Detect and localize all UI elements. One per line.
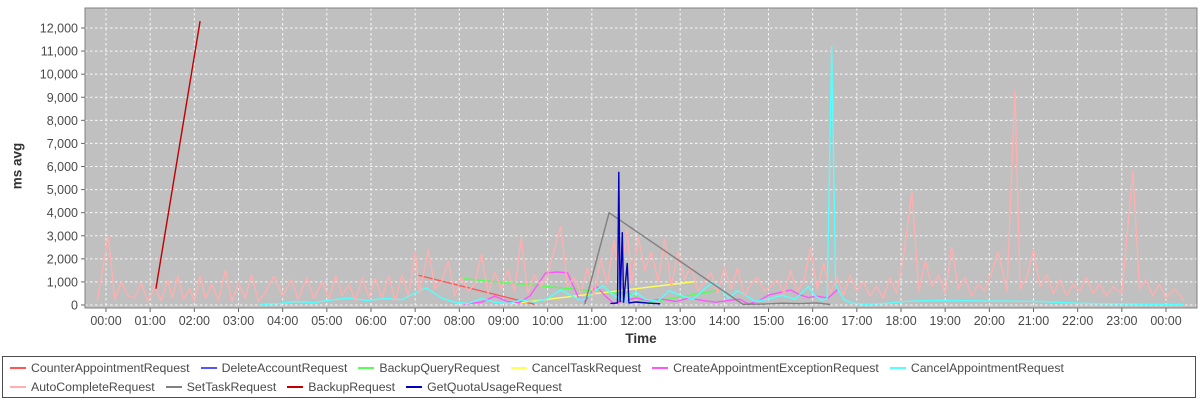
x-tick-label: 20:00 [974, 314, 1005, 328]
x-tick-label: 23:00 [1106, 314, 1137, 328]
legend-label: CancelTaskRequest [531, 360, 642, 375]
y-tick-label: 3,000 [47, 229, 78, 243]
x-tick-label: 01:00 [135, 314, 166, 328]
x-tick-label: 18:00 [885, 314, 916, 328]
plot-border [84, 7, 1198, 309]
x-axis-title: Time [625, 331, 657, 346]
legend: CounterAppointmentRequest DeleteAccountRe… [2, 356, 1196, 398]
y-tick-label: 0 [71, 299, 78, 313]
legend-item-GetQuotaUsageRequest: GetQuotaUsageRequest [406, 380, 562, 394]
y-tick-label: 1,000 [47, 275, 78, 289]
y-tick-label: 10,000 [40, 68, 78, 82]
x-tick-label: 03:00 [223, 314, 254, 328]
x-tick-label: 12:00 [620, 314, 651, 328]
y-tick-label: 2,000 [47, 252, 78, 266]
x-tick-label: 14:00 [709, 314, 740, 328]
series-line-CreateAppointmentExceptionRequest [463, 271, 839, 305]
x-tick-label: 15:00 [753, 314, 784, 328]
legend-label: DeleteAccountRequest [221, 360, 348, 375]
y-tick-label: 9,000 [47, 91, 78, 105]
y-tick-label: 5,000 [47, 183, 78, 197]
legend-label: SetTaskRequest [186, 379, 277, 394]
x-tick-label: 21:00 [1018, 314, 1049, 328]
legend-swatch-SetTaskRequest [165, 385, 182, 388]
legend-label: GetQuotaUsageRequest [427, 379, 562, 394]
legend-item-BackupRequest: BackupRequest [287, 380, 395, 394]
y-tick-label: 12,000 [40, 22, 78, 36]
legend-row-2: AutoCompleteRequest SetTaskRequest BackupR… [7, 377, 1191, 396]
y-tick-label: 8,000 [47, 114, 78, 128]
legend-label: CounterAppointmentRequest [31, 360, 190, 375]
series-line-AutoCompleteRequest [96, 89, 1185, 303]
legend-swatch-BackupRequest [287, 385, 304, 388]
legend-row-1: CounterAppointmentRequest DeleteAccountRe… [7, 358, 1191, 377]
legend-swatch-CancelAppointmentRequest [889, 366, 906, 369]
chart-plot-area: 0 1,000 2,000 3,000 4,000 5,000 6,000 7,000 8,00… [40, 7, 1198, 328]
legend-swatch-CancelTaskRequest [510, 366, 527, 369]
x-tick-label: 17:00 [841, 314, 872, 328]
legend-swatch-GetQuotaUsageRequest [406, 385, 423, 388]
y-axis-title: ms avg [9, 142, 25, 190]
legend-item-DeleteAccountRequest: DeleteAccountRequest [200, 360, 348, 375]
x-tick-label: 16:00 [797, 314, 828, 328]
y-tick-label: 4,000 [47, 206, 78, 220]
legend-item-CancelAppointmentRequest: CancelAppointmentRequest [889, 360, 1064, 375]
series-line-CounterAppointmentRequest [417, 274, 535, 305]
legend-item-CancelTaskRequest: CancelTaskRequest [510, 360, 642, 375]
x-tick-label: 09:00 [488, 314, 519, 328]
x-tick-label: 10:00 [532, 314, 563, 328]
y-tick-label: 11,000 [41, 45, 78, 59]
legend-label: CancelAppointmentRequest [910, 360, 1064, 375]
x-tick-label: 00:00 [1150, 314, 1181, 328]
x-tick-label: 07:00 [400, 314, 431, 328]
x-tick-label: 05:00 [311, 314, 342, 328]
x-tick-label: 04:00 [267, 314, 298, 328]
series-line-BackupRequest [155, 20, 201, 289]
x-tick-label: 22:00 [1062, 314, 1093, 328]
legend-item-AutoCompleteRequest: AutoCompleteRequest [10, 380, 155, 394]
x-tick-label: 06:00 [355, 314, 386, 328]
series-line-SetTaskRequest [584, 211, 831, 306]
x-tick-label: 02:00 [179, 314, 210, 328]
legend-swatch-DeleteAccountRequest [200, 366, 217, 369]
x-tick-label: 08:00 [444, 314, 475, 328]
x-tick-label: 11:00 [577, 314, 607, 328]
legend-item-CreateAppointmentExceptionRequest: CreateAppointmentExceptionRequest [652, 361, 879, 375]
legend-label: BackupRequest [308, 379, 396, 394]
series-line-GetQuotaUsageRequest [610, 171, 661, 305]
y-tick-label: 6,000 [47, 160, 78, 174]
legend-item-BackupQueryRequest: BackupQueryRequest [358, 360, 500, 375]
legend-label: CreateAppointmentExceptionRequest [673, 360, 879, 375]
x-tick-label: 13:00 [665, 314, 696, 328]
legend-item-SetTaskRequest: SetTaskRequest [165, 379, 277, 394]
legend-swatch-CreateAppointmentExceptionRequest [652, 366, 669, 369]
legend-label: AutoCompleteRequest [31, 379, 155, 394]
x-tick-label: 00:00 [90, 314, 121, 328]
x-tick-label: 19:00 [930, 314, 961, 328]
y-tick-label: 7,000 [47, 137, 78, 151]
legend-item-CounterAppointmentRequest: CounterAppointmentRequest [10, 361, 190, 375]
legend-label: BackupQueryRequest [379, 360, 500, 375]
legend-swatch-CounterAppointmentRequest [10, 366, 26, 369]
legend-swatch-BackupQueryRequest [358, 366, 375, 369]
legend-swatch-AutoCompleteRequest [10, 385, 26, 388]
